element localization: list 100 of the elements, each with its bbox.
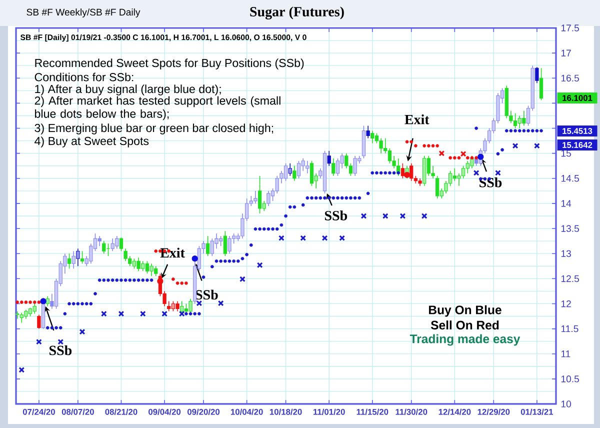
candlestick <box>284 162 288 182</box>
candlestick <box>98 236 102 246</box>
x-tick-label: 10/18/20 <box>270 408 302 415</box>
y-tick-label: 16.5 <box>561 74 579 82</box>
point <box>20 300 24 304</box>
candlestick <box>539 68 544 101</box>
y-tick-label: 14.5 <box>561 175 579 182</box>
candlestick <box>167 300 171 312</box>
candlestick <box>332 158 336 176</box>
candlestick <box>37 314 41 330</box>
point <box>410 140 414 144</box>
point <box>495 170 501 176</box>
candlestick <box>132 258 136 270</box>
candlestick <box>336 158 340 176</box>
point <box>36 338 42 345</box>
annotation: Buy On Blue <box>429 305 502 317</box>
point <box>178 310 185 317</box>
candlestick <box>206 236 210 256</box>
point <box>172 277 175 281</box>
candlestick <box>327 150 331 166</box>
x-tick-label: 12/14/20 <box>438 408 471 415</box>
candlestick <box>223 230 227 256</box>
candlestick <box>370 130 374 144</box>
candlestick <box>470 155 474 169</box>
point <box>427 144 430 148</box>
point <box>79 328 86 335</box>
annotation: Sell On Red <box>430 320 499 330</box>
x-tick-label: 11/01/20 <box>313 408 345 415</box>
y-tick-label: 10 <box>561 400 571 408</box>
point <box>457 156 461 160</box>
point <box>466 156 470 160</box>
point <box>322 235 328 242</box>
chart-title: Sugar (Futures) <box>250 6 344 20</box>
candlestick <box>266 190 270 206</box>
x-tick-label: 11/30/20 <box>396 408 428 415</box>
candlestick <box>388 148 392 164</box>
candlestick <box>535 66 539 84</box>
annotation: SSb <box>196 290 218 300</box>
annotation: Conditions for SSb: <box>34 72 134 82</box>
x-tick-label: 08/21/20 <box>105 408 138 415</box>
point <box>414 144 418 148</box>
point <box>422 144 426 148</box>
point <box>196 300 202 306</box>
point <box>473 170 480 176</box>
x-tick-label: 11/15/20 <box>356 408 388 415</box>
point <box>448 156 452 160</box>
candlestick <box>102 240 106 254</box>
y-tick-label: 11.5 <box>561 325 578 332</box>
candlestick <box>145 260 150 274</box>
y-tick-label: 10.5 <box>561 376 579 382</box>
text: 15.1642 <box>562 142 592 148</box>
point <box>438 150 445 156</box>
candlestick <box>210 238 214 256</box>
annotation: Exit <box>404 114 430 124</box>
annotation: 4) Buy at Sweet Spots <box>34 136 149 148</box>
y-tick-label: 14 <box>561 200 572 207</box>
point <box>154 249 158 253</box>
point <box>534 142 540 149</box>
annotation: SSb <box>50 345 72 356</box>
point <box>218 300 224 306</box>
point <box>453 156 456 160</box>
x-tick-label: 09/04/20 <box>148 408 181 415</box>
candlestick <box>310 160 314 186</box>
point <box>28 300 32 304</box>
point <box>300 235 306 242</box>
point <box>460 150 466 157</box>
x-tick-label: 10/04/20 <box>230 408 263 415</box>
y-tick-label: 17 <box>561 50 571 56</box>
point <box>512 142 518 149</box>
candlestick <box>119 237 124 252</box>
text: SB #F Weekly/SB #F Daily <box>26 8 140 18</box>
point <box>470 156 474 160</box>
candlestick <box>67 253 72 270</box>
candlestick <box>228 236 232 254</box>
y-tick-label: 13 <box>561 250 571 257</box>
point <box>400 213 406 219</box>
candlestick <box>258 175 262 214</box>
x-tick-label: 07/24/20 <box>22 408 55 415</box>
point <box>58 338 64 345</box>
y-tick-label: 11 <box>561 350 570 358</box>
point <box>278 235 284 242</box>
point <box>184 282 188 285</box>
point <box>176 282 180 285</box>
point <box>32 300 36 304</box>
candlestick <box>296 160 301 179</box>
candlestick <box>288 162 292 176</box>
candlestick <box>513 112 518 129</box>
point <box>18 366 25 373</box>
text: 15.4513 <box>562 128 592 134</box>
candlestick <box>254 190 258 204</box>
y-tick-label: 17.5 <box>561 24 579 32</box>
candlestick <box>176 300 180 312</box>
point <box>24 300 28 304</box>
annotation: SSb <box>325 210 348 220</box>
x-tick-label: 09/20/20 <box>188 408 220 415</box>
point <box>360 213 367 219</box>
candlestick <box>366 125 370 139</box>
annotation: 1) After a buy signal (large blue dot); <box>35 84 221 96</box>
point <box>431 144 435 148</box>
point <box>140 310 146 317</box>
